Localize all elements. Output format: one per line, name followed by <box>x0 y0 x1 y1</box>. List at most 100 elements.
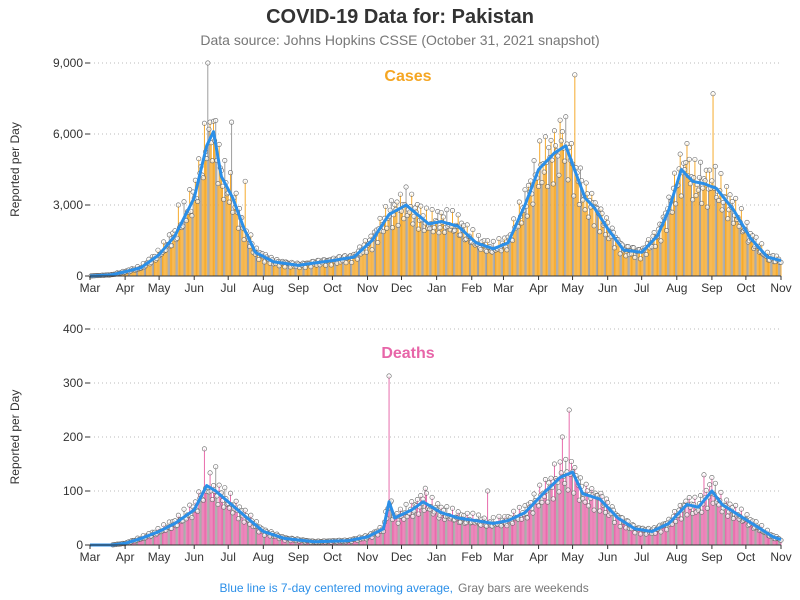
daily-bar <box>470 522 472 545</box>
daily-bar <box>708 188 709 276</box>
daily-point <box>556 489 562 495</box>
daily-bar <box>420 495 422 545</box>
daily-bar <box>757 527 759 545</box>
daily-point <box>558 138 564 144</box>
daily-bar <box>222 500 224 545</box>
daily-point <box>704 505 710 511</box>
daily-bar <box>514 227 516 276</box>
daily-bar <box>273 263 274 276</box>
daily-bar <box>249 246 251 276</box>
daily-bar <box>686 143 688 276</box>
daily-bar <box>155 260 157 276</box>
daily-bar <box>636 528 638 545</box>
daily-bar <box>462 230 464 276</box>
daily-bar <box>645 534 647 545</box>
x-tick-label: Oct <box>323 281 342 295</box>
daily-bar <box>459 522 461 545</box>
daily-bar <box>631 528 632 545</box>
daily-bar <box>245 231 247 276</box>
daily-point <box>519 220 525 226</box>
daily-bar <box>143 538 145 545</box>
daily-bar <box>657 236 658 276</box>
daily-bar <box>194 180 196 276</box>
daily-bar <box>423 230 425 276</box>
daily-point <box>261 259 267 265</box>
daily-bar <box>179 227 180 276</box>
daily-bar <box>334 260 336 276</box>
daily-bar <box>651 246 653 276</box>
daily-bar <box>535 178 537 276</box>
daily-bar <box>223 199 225 276</box>
daily-bar <box>593 510 595 545</box>
daily-bar <box>141 267 143 276</box>
daily-bar <box>619 253 621 276</box>
daily-point <box>209 497 215 503</box>
daily-bar <box>742 521 743 545</box>
daily-bar <box>711 477 713 545</box>
daily-bar <box>378 530 380 545</box>
daily-bars <box>90 63 782 277</box>
daily-bar <box>638 249 640 276</box>
daily-bar <box>612 510 614 545</box>
daily-bar <box>602 505 604 545</box>
daily-bar <box>770 256 772 276</box>
daily-bar <box>556 480 558 545</box>
daily-bar <box>734 514 736 545</box>
daily-bar <box>249 524 251 545</box>
daily-bar <box>368 243 370 276</box>
daily-point <box>215 501 221 507</box>
daily-bar <box>546 491 547 545</box>
daily-bar <box>652 529 654 545</box>
daily-bar <box>437 503 439 545</box>
daily-bar <box>500 250 502 276</box>
daily-bar <box>199 498 201 545</box>
daily-bar <box>539 140 541 276</box>
daily-bar <box>555 145 557 276</box>
daily-bar <box>234 207 236 276</box>
daily-bar <box>529 507 530 545</box>
daily-point <box>395 222 401 228</box>
daily-point <box>498 248 504 254</box>
y-tick-label: 9,000 <box>53 56 83 70</box>
daily-point <box>196 489 202 495</box>
daily-bar <box>369 240 371 276</box>
x-tick-label: Jul <box>221 550 236 564</box>
y-tick-label: 100 <box>63 484 83 498</box>
daily-bar <box>469 236 470 276</box>
daily-bar <box>159 531 161 545</box>
daily-bar <box>175 525 177 545</box>
daily-bar <box>541 182 543 276</box>
daily-bar <box>570 143 572 276</box>
daily-point <box>707 482 713 488</box>
daily-bar <box>319 264 321 276</box>
daily-bar <box>188 212 190 276</box>
daily-bar <box>712 503 714 545</box>
daily-point <box>673 201 679 207</box>
daily-bar <box>574 467 576 545</box>
daily-point <box>530 510 536 516</box>
daily-bar <box>239 507 240 545</box>
daily-bar <box>573 493 575 545</box>
daily-bar <box>236 510 238 545</box>
daily-point <box>349 260 355 266</box>
daily-bar <box>732 518 734 545</box>
daily-bar <box>454 519 456 545</box>
x-tick-label: Mar <box>493 550 514 564</box>
daily-bar <box>173 523 175 545</box>
daily-bar <box>760 251 762 276</box>
daily-bar <box>772 255 774 276</box>
daily-bar <box>165 530 167 545</box>
daily-bar <box>616 239 618 276</box>
daily-point <box>200 497 206 503</box>
daily-bar <box>720 492 722 545</box>
daily-bar <box>694 497 696 545</box>
daily-bar <box>444 519 446 545</box>
daily-bar <box>534 500 536 545</box>
daily-bar <box>600 493 602 545</box>
daily-bar <box>425 208 427 276</box>
daily-bar <box>429 509 431 545</box>
daily-bar <box>555 478 557 545</box>
x-tick-label: Jun <box>598 550 617 564</box>
x-tick-label: Nov <box>770 550 791 564</box>
x-tick-label: Feb <box>461 550 482 564</box>
